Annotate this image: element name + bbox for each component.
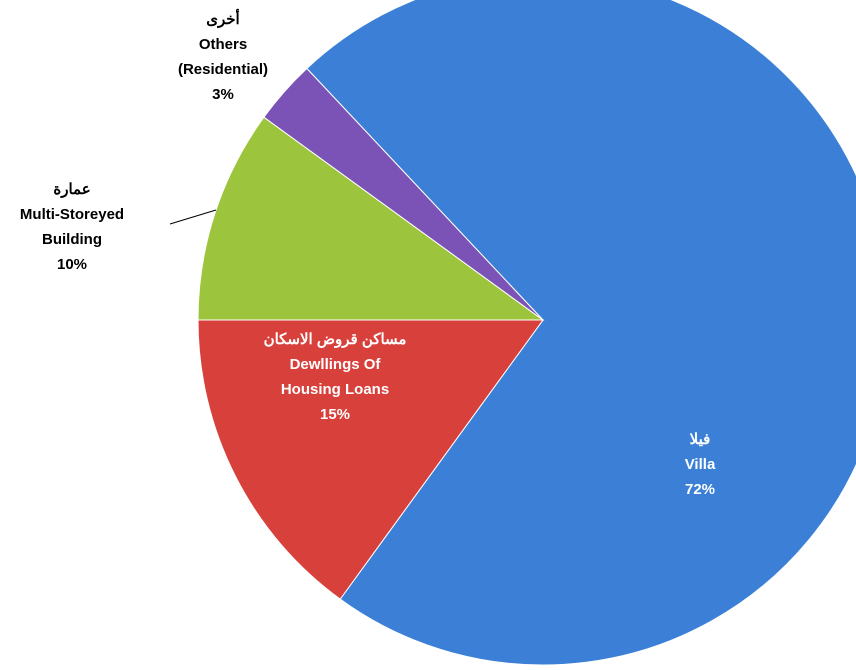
pie xyxy=(197,0,856,666)
leader-line xyxy=(169,209,217,225)
slice-label: فيلا xyxy=(690,431,711,448)
pie-slice xyxy=(306,0,856,666)
slice-label: Building xyxy=(42,231,102,248)
value-label: 3% xyxy=(212,86,234,103)
value-label: 15% xyxy=(320,406,350,423)
slice-label: أخرى xyxy=(206,8,239,28)
pie-slice xyxy=(197,319,544,600)
slice-label: Villa xyxy=(685,456,716,473)
slice-label: Dewllings Of xyxy=(290,356,382,373)
slice-label: (Residential) xyxy=(178,61,268,78)
pie-slice xyxy=(197,116,545,321)
slice-label: عمارة xyxy=(53,181,90,198)
slice-label: مساكن قروض الاسكان xyxy=(264,331,407,348)
slice-label: Multi-Storeyed xyxy=(20,206,124,223)
value-label: 72% xyxy=(685,481,715,498)
slice-label: Housing Loans xyxy=(281,381,389,398)
slice-label: Others xyxy=(199,36,247,53)
pie-slice xyxy=(263,67,544,321)
value-label: 10% xyxy=(57,256,87,273)
